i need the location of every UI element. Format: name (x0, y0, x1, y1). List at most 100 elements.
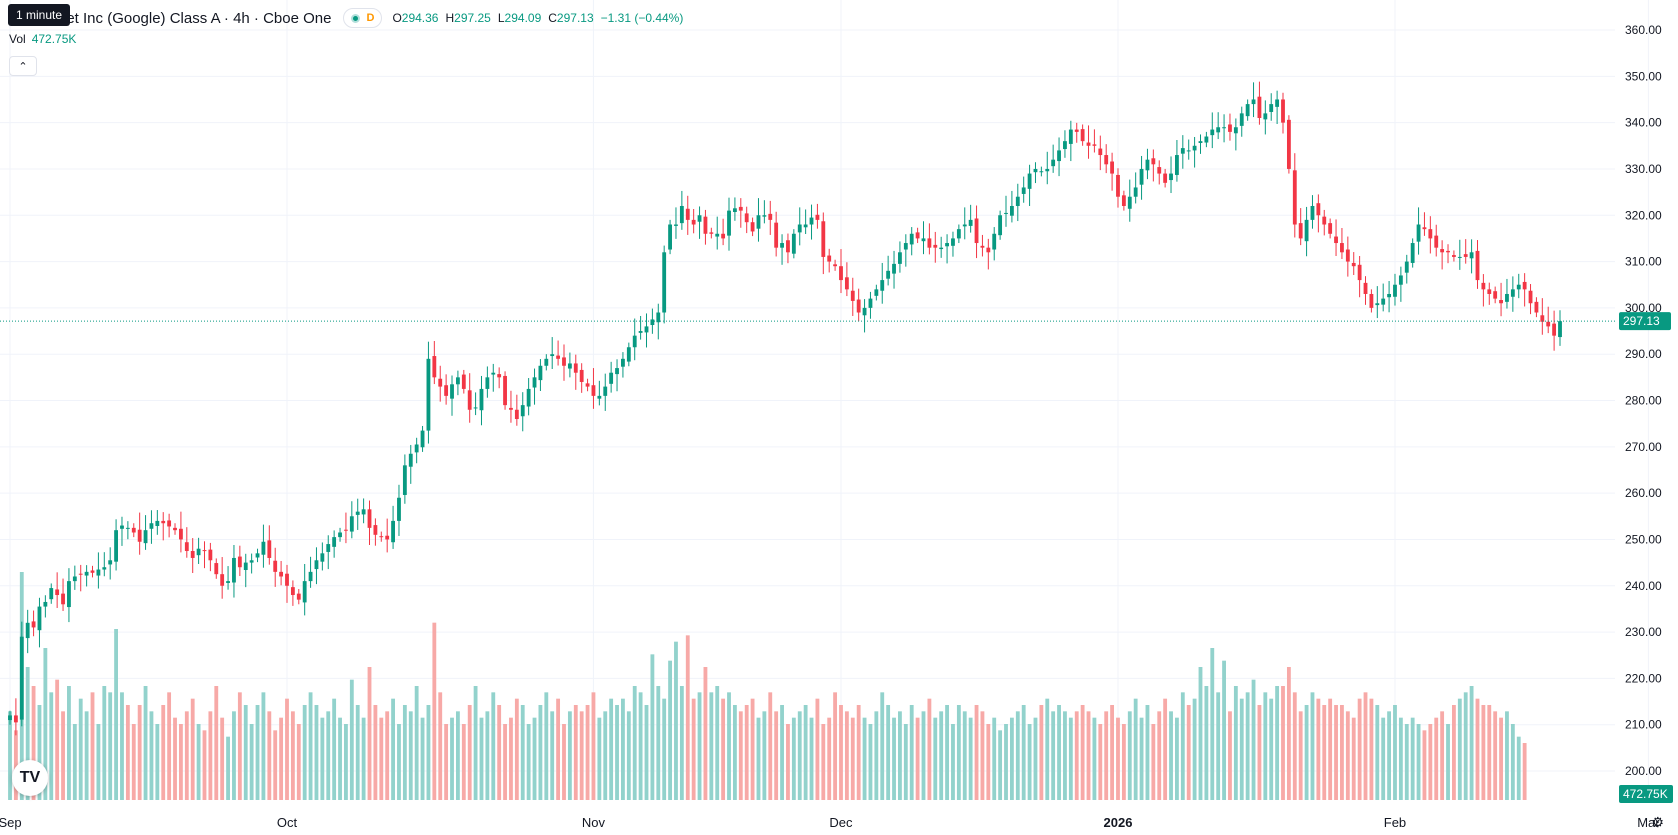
candle-body (532, 377, 537, 388)
volume-bar (956, 705, 961, 800)
volume-bar (1151, 724, 1156, 800)
volume-bar (55, 679, 60, 800)
candle-body (703, 216, 708, 234)
candle-body (1487, 289, 1492, 294)
volume-bar (1157, 711, 1162, 800)
volume-bar (190, 698, 195, 800)
candle-body (1298, 223, 1303, 239)
candle-body (1021, 187, 1026, 194)
volume-bar (1510, 724, 1515, 800)
candle-body (438, 378, 443, 387)
volume-bar (285, 698, 289, 800)
candle-body (992, 233, 997, 250)
candle-body (744, 213, 749, 223)
last-volume-label: 472.75K (1619, 785, 1673, 803)
volume-bar (1269, 698, 1274, 800)
volume-bar (550, 711, 555, 800)
candle-body (727, 210, 731, 236)
volume-bar (880, 692, 885, 800)
volume-bar (1446, 724, 1450, 800)
volume-bar (90, 692, 95, 800)
volume-bar (326, 711, 331, 800)
candle-body (874, 289, 879, 296)
candle-body (632, 335, 637, 348)
candle-body (125, 527, 130, 529)
time-tick-label: Dec (829, 815, 853, 830)
volume-bar (585, 705, 590, 800)
candle-body (1393, 284, 1397, 297)
volume-bar (868, 724, 873, 800)
candle-body (1275, 99, 1280, 107)
candle-body (173, 527, 177, 531)
volume-bar (874, 711, 879, 800)
volume-bar (208, 711, 213, 800)
candle-body (196, 548, 201, 556)
volume-bar (1063, 711, 1067, 800)
volume-bar (662, 698, 667, 800)
market-status[interactable]: D (343, 8, 383, 28)
candle-body (1074, 129, 1079, 132)
price-tick-label: 250.00 (1625, 532, 1662, 546)
symbol-title[interactable]: bet Inc (Google) Class A · 4h · Cboe One (58, 9, 332, 27)
candle-body (514, 409, 519, 420)
volume-bar (220, 717, 225, 800)
collapse-legend-button[interactable]: ⌃ (9, 56, 37, 76)
candle-body (1222, 127, 1226, 129)
time-axis[interactable]: Sep Oct Nov Dec 2026 Feb Mar (0, 815, 1660, 830)
candle-body (1009, 205, 1014, 216)
candle-body (1505, 293, 1509, 302)
last-price-label: 297.13 (1619, 312, 1671, 331)
volume-bar (479, 717, 484, 800)
ohlc-high: H297.25 (445, 11, 491, 25)
ohlc-open: O294.36 (392, 11, 439, 25)
candle-body (161, 520, 166, 524)
settings-gear-icon[interactable]: ⚙ (1651, 814, 1664, 830)
candle-body (750, 222, 755, 232)
volume-bar (903, 724, 908, 800)
candle-body (1516, 284, 1521, 290)
candle-body (114, 530, 118, 562)
volume-bar (1516, 736, 1521, 800)
candle-body (862, 307, 867, 316)
candle-body (520, 405, 525, 417)
candle-body (367, 509, 372, 528)
volume-bar (1304, 705, 1309, 800)
candle-body (1157, 167, 1162, 174)
candle-body (267, 540, 272, 558)
volume-bar (273, 730, 278, 800)
candle-body (1239, 113, 1244, 126)
candle-body (956, 229, 961, 239)
volume-bar (1351, 717, 1356, 800)
volume-bar (267, 711, 272, 800)
candle-body (208, 549, 213, 561)
volume-bar (31, 686, 36, 800)
candle-body (762, 215, 767, 217)
volume-bar (397, 724, 401, 800)
candle-body (1552, 323, 1557, 336)
volume-bar (497, 705, 502, 800)
volume-bar (1086, 711, 1091, 800)
candle-body (67, 581, 71, 608)
volume-bar (815, 698, 820, 800)
tradingview-logo-icon[interactable]: TV (12, 760, 48, 796)
volume-bar (1434, 717, 1439, 800)
volume-bar (685, 635, 690, 800)
volume-bar (414, 686, 419, 800)
candle-body (1292, 170, 1297, 225)
volume-bar (844, 711, 849, 800)
volume-bar (178, 724, 183, 800)
candle-body (1534, 301, 1539, 313)
candle-body (1416, 224, 1421, 242)
candle-body (573, 363, 578, 373)
candle-body (815, 214, 820, 220)
candle-body (1145, 159, 1150, 171)
price-axis[interactable]: 360.00 350.00 340.00 330.00 320.00 310.00 300.… (1625, 23, 1662, 778)
volume-bar (1104, 711, 1109, 800)
volume-bar (621, 698, 625, 800)
volume-bar (597, 717, 602, 800)
candle-body (137, 529, 142, 542)
chevron-up-icon: ⌃ (18, 60, 28, 73)
candle-body (1363, 282, 1368, 294)
candle-body (1351, 262, 1356, 267)
